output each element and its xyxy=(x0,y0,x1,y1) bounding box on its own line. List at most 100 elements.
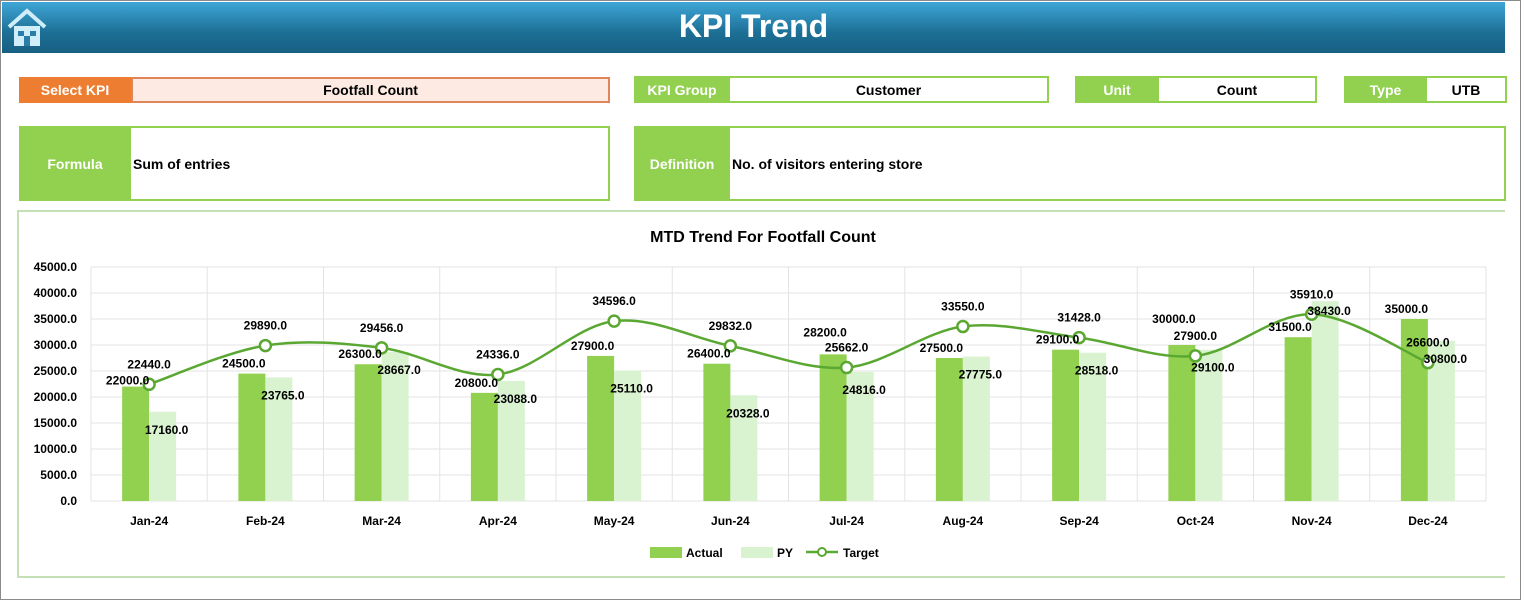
data-label-actual: 30000.0 xyxy=(1152,312,1196,326)
data-label-actual: 22000.0 xyxy=(106,374,150,388)
data-label-target: 26600.0 xyxy=(1406,336,1450,350)
data-label-target: 29832.0 xyxy=(709,319,753,333)
bar-actual xyxy=(122,386,150,501)
data-label-actual: 20800.0 xyxy=(455,376,499,390)
target-marker xyxy=(956,319,970,334)
y-tick-label: 15000.0 xyxy=(34,416,78,430)
y-tick-label: 30000.0 xyxy=(34,338,78,352)
kpi-group-label: KPI Group xyxy=(634,76,730,103)
x-tick-label: Jul-24 xyxy=(829,514,864,528)
bar-py xyxy=(1079,352,1107,501)
legend-target-marker xyxy=(817,547,827,557)
legend-py-swatch xyxy=(741,547,773,558)
bar-actual xyxy=(819,354,847,501)
x-tick-label: Jan-24 xyxy=(130,514,168,528)
target-marker xyxy=(1072,330,1086,345)
bar-py xyxy=(497,380,525,501)
y-tick-label: 10000.0 xyxy=(34,442,78,456)
data-label-py: 20328.0 xyxy=(726,406,770,420)
y-tick-label: 45000.0 xyxy=(34,260,78,274)
definition-value: No. of visitors entering store xyxy=(732,128,1492,199)
y-tick-label: 0.0 xyxy=(60,494,77,508)
bar-actual xyxy=(1168,345,1196,501)
x-tick-label: Mar-24 xyxy=(362,514,401,528)
bar-py xyxy=(381,351,409,501)
target-marker xyxy=(839,360,854,375)
target-marker xyxy=(1421,355,1435,370)
data-label-actual: 26300.0 xyxy=(338,347,382,361)
data-label-actual: 27500.0 xyxy=(920,341,964,355)
data-label-py: 25110.0 xyxy=(610,381,653,395)
bar-py xyxy=(730,395,758,501)
data-label-py: 24816.0 xyxy=(842,383,886,397)
data-label-target: 25662.0 xyxy=(825,341,869,355)
legend-actual-label: Actual xyxy=(686,546,723,560)
y-tick-label: 40000.0 xyxy=(34,286,78,300)
data-label-target: 33550.0 xyxy=(941,300,985,314)
x-tick-label: Jun-24 xyxy=(711,514,750,528)
target-marker xyxy=(1304,307,1319,322)
bar-py xyxy=(149,411,177,501)
data-label-actual: 35000.0 xyxy=(1385,302,1429,316)
data-label-py: 27775.0 xyxy=(959,368,1003,382)
data-label-actual: 26400.0 xyxy=(687,347,731,361)
data-label-actual: 27900.0 xyxy=(571,339,615,353)
type-label: Type xyxy=(1344,76,1427,103)
legend: Actual PY Target xyxy=(650,546,879,560)
x-tick-label: Sep-24 xyxy=(1059,514,1099,528)
target-marker xyxy=(142,377,156,392)
data-label-py: 23765.0 xyxy=(261,388,305,402)
data-label-py: 17160.0 xyxy=(145,423,189,437)
kpi-group-value: Customer xyxy=(728,76,1049,103)
bar-py xyxy=(962,356,990,501)
unit-label: Unit xyxy=(1075,76,1159,103)
data-label-py: 29100.0 xyxy=(1191,361,1235,375)
bar-actual xyxy=(935,358,963,501)
bar-py xyxy=(1195,349,1223,501)
bar-actual xyxy=(587,355,615,501)
select-kpi-dropdown[interactable]: Footfall Count xyxy=(131,77,610,103)
target-line xyxy=(148,313,1429,386)
y-tick-label: 5000.0 xyxy=(40,468,77,482)
bar-actual xyxy=(1284,337,1312,501)
legend-target-label: Target xyxy=(843,546,879,560)
data-label-target: 22440.0 xyxy=(127,357,171,371)
data-label-target: 29890.0 xyxy=(244,319,288,333)
bar-actual xyxy=(703,363,731,501)
chart-container xyxy=(17,210,1505,578)
x-tick-label: Feb-24 xyxy=(246,514,285,528)
home-icon[interactable] xyxy=(6,6,48,48)
target-marker xyxy=(374,341,389,355)
data-label-target: 31428.0 xyxy=(1057,311,1101,325)
definition-label: Definition xyxy=(634,126,730,201)
chart-title: MTD Trend For Footfall Count xyxy=(650,229,876,246)
data-label-target: 24336.0 xyxy=(476,347,520,361)
data-label-target: 27900.0 xyxy=(1174,329,1218,343)
data-label-target: 35910.0 xyxy=(1290,287,1334,301)
legend-actual-swatch xyxy=(650,547,682,558)
bar-py xyxy=(614,370,642,501)
bar-py xyxy=(846,371,874,501)
target-marker xyxy=(1188,349,1203,363)
x-tick-label: Oct-24 xyxy=(1177,514,1215,528)
unit-value: Count xyxy=(1157,76,1317,103)
x-tick-label: Aug-24 xyxy=(943,514,984,528)
select-kpi-label: Select KPI xyxy=(19,77,131,103)
bar-py xyxy=(265,377,293,501)
formula-label: Formula xyxy=(19,126,131,201)
bar-actual xyxy=(354,364,382,501)
data-label-target: 34596.0 xyxy=(592,294,636,308)
data-label-py: 30800.0 xyxy=(1424,352,1468,366)
bar-actual xyxy=(470,392,498,501)
y-tick-label: 25000.0 xyxy=(34,364,78,378)
data-label-py: 23088.0 xyxy=(494,392,538,406)
bar-actual xyxy=(1400,319,1428,501)
type-value: UTB xyxy=(1425,76,1507,103)
data-label-actual: 28200.0 xyxy=(803,325,847,339)
x-tick-label: May-24 xyxy=(594,514,635,528)
legend-py-label: PY xyxy=(777,546,793,560)
data-label-py: 28667.0 xyxy=(377,363,421,377)
y-tick-label: 20000.0 xyxy=(34,390,78,404)
formula-value: Sum of entries xyxy=(133,128,603,199)
